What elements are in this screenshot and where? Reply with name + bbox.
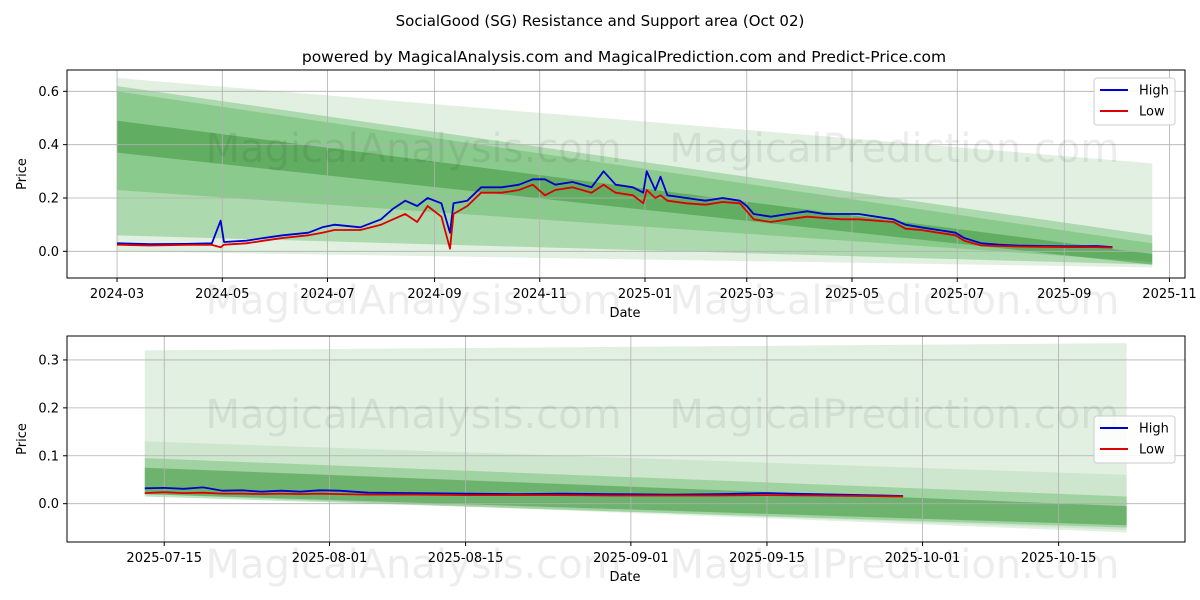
band-dark-3 [117, 120, 1153, 265]
x-tick-label: 2024-05 [195, 287, 249, 302]
series-lines [116, 170, 1113, 250]
y-tick-label: 0.2 [38, 192, 59, 207]
x-tick-label: 2025-11 [1142, 287, 1196, 302]
y-tick-label: 0.6 [38, 85, 59, 100]
x-tick-label: 2025-05 [825, 287, 879, 302]
y-tick-label: 0.2 [38, 401, 59, 416]
axis-ticks: 2024-03 2024-05 2024-07 2024-09 2024-11 2025-… [38, 85, 1196, 302]
y-axis-label: Price [15, 423, 30, 455]
x-tick-label: 2025-09 [1037, 287, 1091, 302]
watermark-text: MagicalPrediction.com [669, 126, 1119, 172]
series-line-high [144, 486, 904, 497]
x-tick-label: 2025-01 [618, 287, 672, 302]
watermark-text: MagicalPrediction.com [669, 392, 1119, 438]
x-tick-label: 2025-08-15 [428, 551, 504, 566]
watermark-text-lower: MagicalAnalysis.com [206, 542, 622, 588]
x-tick-label: 2025-07-15 [126, 551, 202, 566]
x-tick-label: 2025-10-01 [885, 551, 961, 566]
band-dark-3 [144, 467, 1127, 526]
axis-ticks: 2025-07-15 2025-08-01 2025-08-15 2025-09-01… [38, 353, 1096, 566]
y-tick-label: 0.3 [38, 353, 59, 368]
watermarks: MagicalAnalysis.com MagicalAnalysis.com Ma… [206, 126, 1120, 324]
plot-frame [66, 335, 1186, 543]
x-tick-label: 2025-09-15 [729, 551, 805, 566]
x-tick-label: 2024-11 [513, 287, 567, 302]
x-axis-label: Date [609, 306, 640, 321]
x-axis-label: Date [609, 570, 640, 585]
band-light-0 [144, 343, 1127, 533]
legend: High Low [1093, 77, 1176, 126]
legend-label-low: Low [1139, 105, 1165, 120]
grid-lines [67, 70, 1185, 278]
legend-label-high: High [1139, 422, 1169, 437]
chart-title: SocialGood (SG) Resistance and Support a… [396, 12, 805, 30]
x-tick-label: 2024-09 [407, 287, 461, 302]
x-tick-label: 2025-07 [930, 287, 984, 302]
y-tick-label: 0.1 [38, 449, 59, 464]
y-tick-label: 0.4 [38, 138, 59, 153]
x-tick-label: 2025-10-15 [1021, 551, 1097, 566]
watermarks: MagicalAnalysis.com MagicalAnalysis.com Ma… [206, 392, 1120, 588]
grid-lines [67, 336, 1185, 542]
x-tick-label: 2025-08-01 [292, 551, 368, 566]
support-resistance-bands [144, 343, 1127, 533]
series-line-high [116, 170, 1113, 248]
chart-panel-recent-zoom: MagicalAnalysis.com MagicalAnalysis.com Ma… [15, 335, 1186, 588]
chart-subtitle: powered by MagicalAnalysis.com and Magic… [302, 48, 946, 66]
watermark-text: MagicalAnalysis.com [206, 392, 622, 438]
band-light-1 [144, 441, 1127, 531]
legend-label-high: High [1139, 84, 1169, 99]
watermark-text-lower: MagicalPrediction.com [669, 542, 1119, 588]
x-tick-label: 2025-03 [720, 287, 774, 302]
y-tick-label: 0.0 [38, 245, 59, 260]
legend: High Low [1093, 415, 1176, 464]
x-tick-label: 2024-03 [90, 287, 144, 302]
watermark-text-lower: MagicalPrediction.com [669, 278, 1119, 324]
watermark-text: MagicalAnalysis.com [206, 126, 622, 172]
series-line-low [144, 491, 904, 498]
band-mid-2 [144, 458, 1127, 528]
legend-label-low: Low [1139, 443, 1165, 458]
x-tick-label: 2025-09-01 [593, 551, 669, 566]
watermark-text-lower: MagicalAnalysis.com [206, 278, 622, 324]
y-axis-label: Price [15, 158, 30, 190]
chart-panel-full-range: MagicalAnalysis.com MagicalAnalysis.com Ma… [15, 69, 1197, 324]
x-tick-label: 2024-07 [300, 287, 354, 302]
series-lines [144, 486, 904, 498]
plot-frame [66, 69, 1186, 279]
series-line-low [116, 183, 1113, 250]
y-tick-label: 0.0 [38, 497, 59, 512]
